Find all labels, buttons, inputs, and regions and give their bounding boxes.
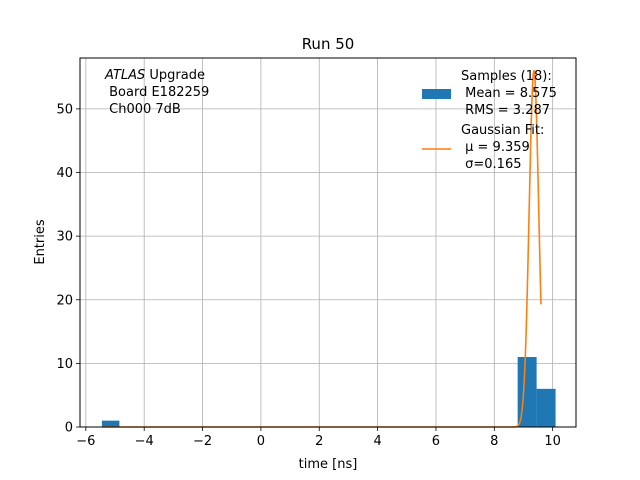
annotation-line-2: Board E182259 xyxy=(105,85,209,100)
annotation-atlas-italic: ATLAS xyxy=(104,68,145,83)
x-axis-label: time [ns] xyxy=(299,457,358,472)
legend-fit-sigma: σ=0.165 xyxy=(461,157,521,172)
legend-histogram-rms: RMS = 3.287 xyxy=(461,103,550,118)
y-tick-label: 40 xyxy=(56,166,73,181)
y-tick-label: 0 xyxy=(65,421,73,436)
legend-fit-name: Gaussian Fit: xyxy=(461,123,544,138)
x-tick-label: 0 xyxy=(257,434,265,449)
y-tick-label: 20 xyxy=(56,293,73,308)
legend-fit-mu: μ = 9.359 xyxy=(461,140,530,155)
histogram-bar xyxy=(536,388,556,427)
annotation-line-3: Ch000 7dB xyxy=(105,102,181,117)
legend-histogram-swatch xyxy=(422,89,451,99)
x-tick-label: −2 xyxy=(193,434,212,449)
chart-title: Run 50 xyxy=(302,35,355,53)
x-tick-label: 4 xyxy=(373,434,381,449)
x-tick-label: 6 xyxy=(432,434,440,449)
axis-ticks: −6 −4 −2 0 2 4 6 8 10 0 10 20 30 40 50 xyxy=(56,102,560,449)
x-tick-label: 8 xyxy=(490,434,498,449)
x-tick-label: −4 xyxy=(135,434,154,449)
annotation-line-1: ATLAS Upgrade xyxy=(104,68,205,83)
atlas-annotation: ATLAS Upgrade Board E182259 Ch000 7dB xyxy=(104,68,209,117)
legend-histogram-name: Samples (18): xyxy=(461,69,552,84)
histogram-bar xyxy=(101,420,120,427)
x-tick-label: 2 xyxy=(315,434,323,449)
x-tick-label: 10 xyxy=(544,434,561,449)
annotation-upgrade: Upgrade xyxy=(145,68,205,83)
y-tick-label: 50 xyxy=(56,102,73,117)
plot-area-frame xyxy=(79,57,577,428)
y-tick-label: 10 xyxy=(56,357,73,372)
y-axis-label: Entries xyxy=(33,219,48,265)
x-tick-label: −6 xyxy=(76,434,95,449)
legend-histogram-mean: Mean = 8.575 xyxy=(461,86,557,101)
legend: Samples (18): Mean = 8.575 RMS = 3.287 G… xyxy=(422,69,557,172)
y-tick-label: 30 xyxy=(56,230,73,245)
